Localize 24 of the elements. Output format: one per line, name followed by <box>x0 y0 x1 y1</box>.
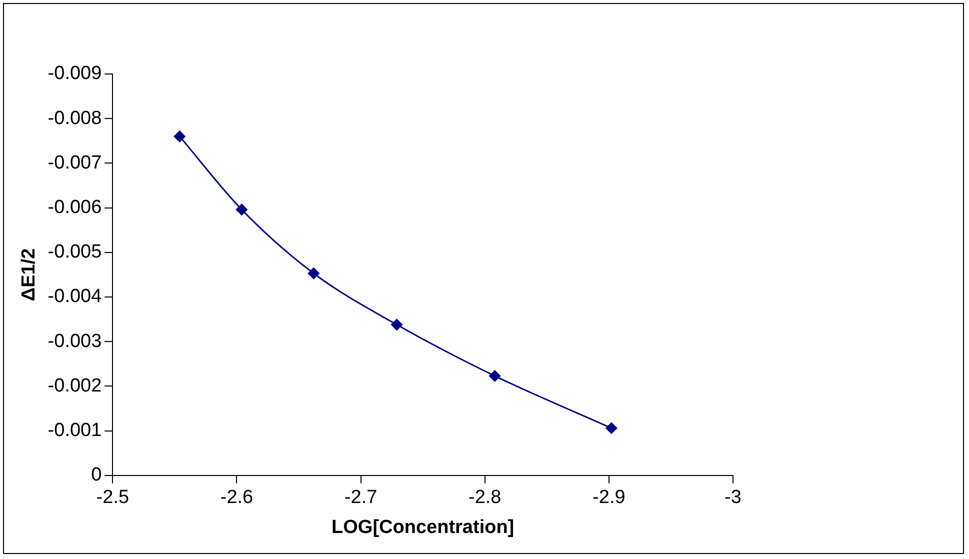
x-tick-label: -2.6 <box>220 487 254 508</box>
y-tick-label: -0.004 <box>48 286 102 308</box>
x-tick-label: -2.7 <box>344 487 378 508</box>
x-axis-title: LOG[Concentration] <box>332 516 514 538</box>
y-tick-label: -0.003 <box>48 330 102 352</box>
point <box>391 318 403 330</box>
y-tick-label: -0.006 <box>48 197 102 218</box>
y-tick-label: 0 <box>91 464 102 486</box>
point <box>236 204 248 216</box>
point <box>489 370 501 382</box>
x-tick-label: -2.5 <box>96 487 130 508</box>
point <box>606 422 618 434</box>
y-tick-label: -0.009 <box>48 63 102 84</box>
y-tick-label: -0.007 <box>48 152 102 174</box>
y-tick-label: -0.002 <box>48 375 102 396</box>
point <box>174 130 186 142</box>
y-tick-label: -0.005 <box>48 242 102 263</box>
y-axis-title: ΔE1/2 <box>18 248 40 302</box>
x-tick-label: -2.8 <box>468 487 502 508</box>
y-tick-label: -0.001 <box>48 420 102 442</box>
y-tick-label: -0.008 <box>48 108 102 129</box>
x-tick-label: -2.9 <box>592 487 626 508</box>
point <box>308 268 320 280</box>
x-tick-label: -3 <box>724 487 742 508</box>
